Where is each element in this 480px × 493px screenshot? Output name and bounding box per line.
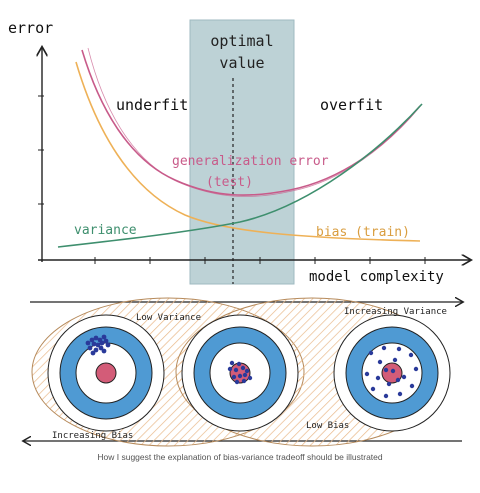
generalization-error-label: generalization error <box>172 154 329 169</box>
figure-caption: How I suggest the explanation of bias-va… <box>97 452 383 462</box>
error-complexity-chart: error model complexity optimal value und… <box>8 19 470 285</box>
variance-curve <box>57 103 423 248</box>
low-variance-label: Low Variance <box>136 313 201 323</box>
target-low-variance-high-bias <box>47 314 165 432</box>
optimal-label-line1: optimal <box>210 32 273 50</box>
generalization-test-label: (test) <box>206 175 253 190</box>
increasing-variance-label: Increasing Variance <box>344 307 447 317</box>
variance-label: variance <box>74 223 137 238</box>
low-bias-label: Low Bias <box>306 421 349 431</box>
x-axis-label: model complexity <box>309 269 444 285</box>
overfit-label: overfit <box>320 96 383 114</box>
target-diagram: Low Variance Increasing Variance Low Bia… <box>24 298 462 447</box>
target-low-variance-low-bias <box>181 314 299 432</box>
increasing-bias-label: Increasing Bias <box>52 431 133 441</box>
underfit-label: underfit <box>116 96 188 114</box>
optimal-label-line2: value <box>219 54 264 72</box>
axis-ticks <box>38 95 426 264</box>
bias-label: bias (train) <box>316 225 410 240</box>
optimal-band <box>189 19 295 285</box>
bias-curve <box>75 61 421 242</box>
generalization-error-curve-sketch <box>87 47 423 197</box>
y-axis-label: error <box>8 19 53 37</box>
target-high-variance-low-bias <box>333 314 451 432</box>
